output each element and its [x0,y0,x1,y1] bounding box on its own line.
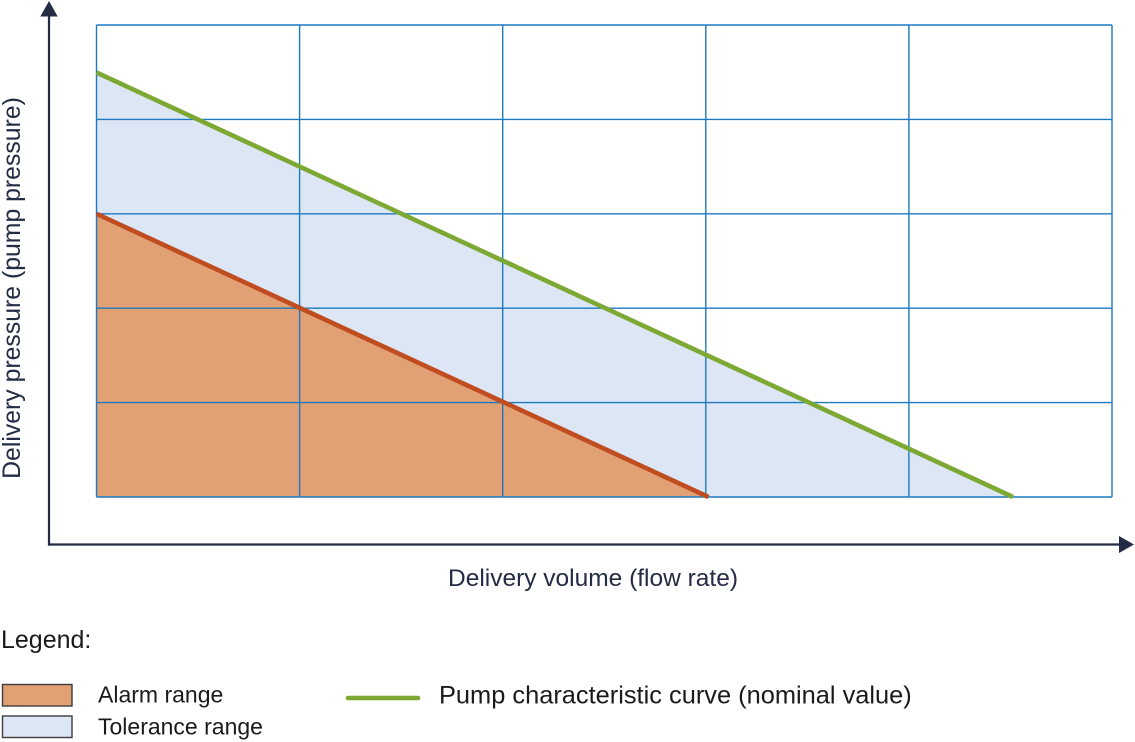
svg-text:Delivery pressure (pump pressu: Delivery pressure (pump pressure) [0,97,26,479]
svg-text:Delivery volume (flow rate): Delivery volume (flow rate) [448,565,738,592]
svg-text:Pump characteristic curve (nom: Pump characteristic curve (nominal value… [439,682,912,710]
svg-text:Legend:: Legend: [1,626,91,654]
svg-text:Tolerance range: Tolerance range [98,713,263,739]
svg-text:Alarm range: Alarm range [98,682,223,708]
